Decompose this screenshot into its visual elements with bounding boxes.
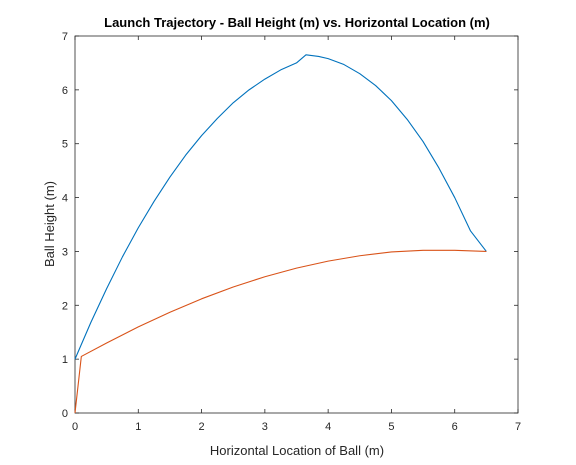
x-tick-label: 1 bbox=[135, 421, 141, 433]
y-tick-label: 1 bbox=[62, 354, 68, 366]
x-tick-label: 5 bbox=[388, 421, 394, 433]
x-tick-label: 4 bbox=[325, 421, 331, 433]
x-tick-label: 2 bbox=[199, 421, 205, 433]
y-tick-label: 7 bbox=[62, 31, 68, 43]
x-tick-label: 7 bbox=[515, 421, 521, 433]
x-tick-label: 6 bbox=[452, 421, 458, 433]
x-axis-label: Horizontal Location of Ball (m) bbox=[210, 443, 384, 458]
y-tick-label: 0 bbox=[62, 408, 68, 420]
y-tick-label: 4 bbox=[62, 193, 68, 205]
y-tick-label: 6 bbox=[62, 85, 68, 97]
y-tick-label: 2 bbox=[62, 300, 68, 312]
y-tick-label: 5 bbox=[62, 139, 68, 151]
y-axis-label: Ball Height (m) bbox=[42, 181, 57, 267]
x-tick-label: 3 bbox=[262, 421, 268, 433]
x-tick-label: 0 bbox=[72, 421, 78, 433]
plot-area: 0 1 2 3 4 5 6 7 0 1 2 3 4 5 6 7 bbox=[62, 31, 521, 433]
chart-title: Launch Trajectory - Ball Height (m) vs. … bbox=[104, 15, 490, 30]
series-line-1 bbox=[74, 54, 487, 360]
y-tick-label: 3 bbox=[62, 246, 68, 258]
series-line-2 bbox=[74, 249, 487, 414]
axes-box bbox=[74, 35, 519, 414]
